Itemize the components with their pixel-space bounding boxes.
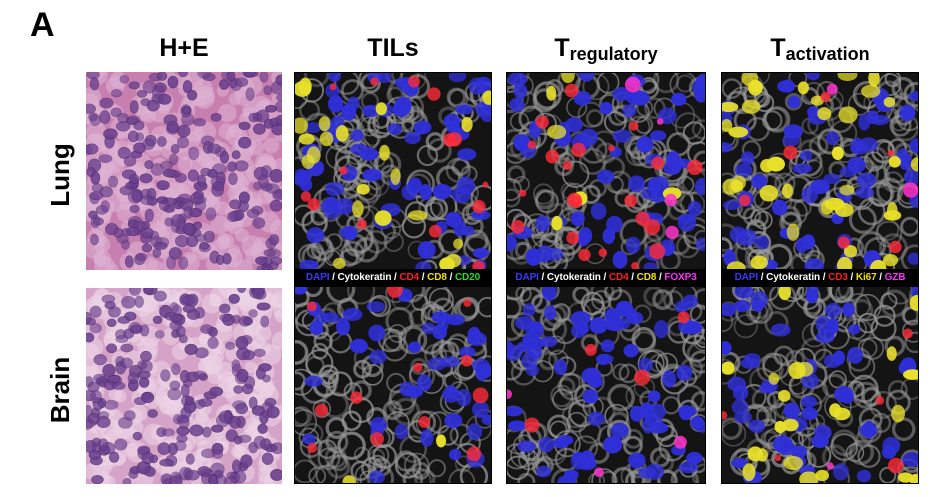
column-title-tactivation: Tactivation — [770, 34, 870, 64]
tils-lung-image — [294, 72, 492, 270]
legend-item-cd3: CD3 — [828, 272, 848, 283]
legend-item-foxp3: FOXP3 — [664, 272, 697, 283]
legend-item-cd20: CD20 — [454, 272, 481, 283]
legend-item-dapi: DAPI — [515, 272, 539, 283]
he-brain-image — [86, 288, 282, 484]
tact-brain-image — [721, 286, 919, 484]
legend-item-cytokeratin: Cytokeratin — [337, 272, 392, 283]
legend-item-cd8: CD8 — [427, 272, 447, 283]
legend-item-ki67: Ki67 — [855, 272, 877, 283]
legend-item-cd4: CD4 — [399, 272, 420, 283]
legend-treg: DAPI / Cytokeratin / CD4 / CD8 / FOXP3 — [506, 270, 706, 286]
column-title-he: H+E — [159, 34, 209, 62]
he-lung-image — [86, 72, 282, 270]
tils-brain-image — [294, 286, 492, 484]
row-label-lung: Lung — [45, 143, 75, 207]
treg-brain-image — [506, 286, 706, 484]
column-title-tils: TILs — [367, 34, 419, 62]
legend-item-cytokeratin: Cytokeratin — [546, 272, 601, 283]
row-label-brain: Brain — [45, 356, 75, 424]
column-title-tregulatory: Tregulatory — [554, 34, 658, 64]
treg-lung-image — [506, 72, 706, 270]
legend-tact: DAPI / Cytokeratin / CD3 / Ki67 / GZB — [721, 270, 919, 286]
legend-item-cytokeratin: Cytokeratin — [766, 272, 821, 283]
legend-item-dapi: DAPI — [734, 272, 759, 283]
legend-item-cd4: CD4 — [608, 272, 629, 283]
legend-item-gzb: GZB — [884, 272, 906, 283]
panel-letter: A — [30, 6, 55, 44]
legend-item-dapi: DAPI — [305, 272, 330, 283]
tact-lung-image — [721, 72, 919, 270]
legend-item-cd8: CD8 — [636, 272, 657, 283]
legend-tils: DAPI / Cytokeratin / CD4 / CD8 / CD20 — [294, 270, 492, 286]
